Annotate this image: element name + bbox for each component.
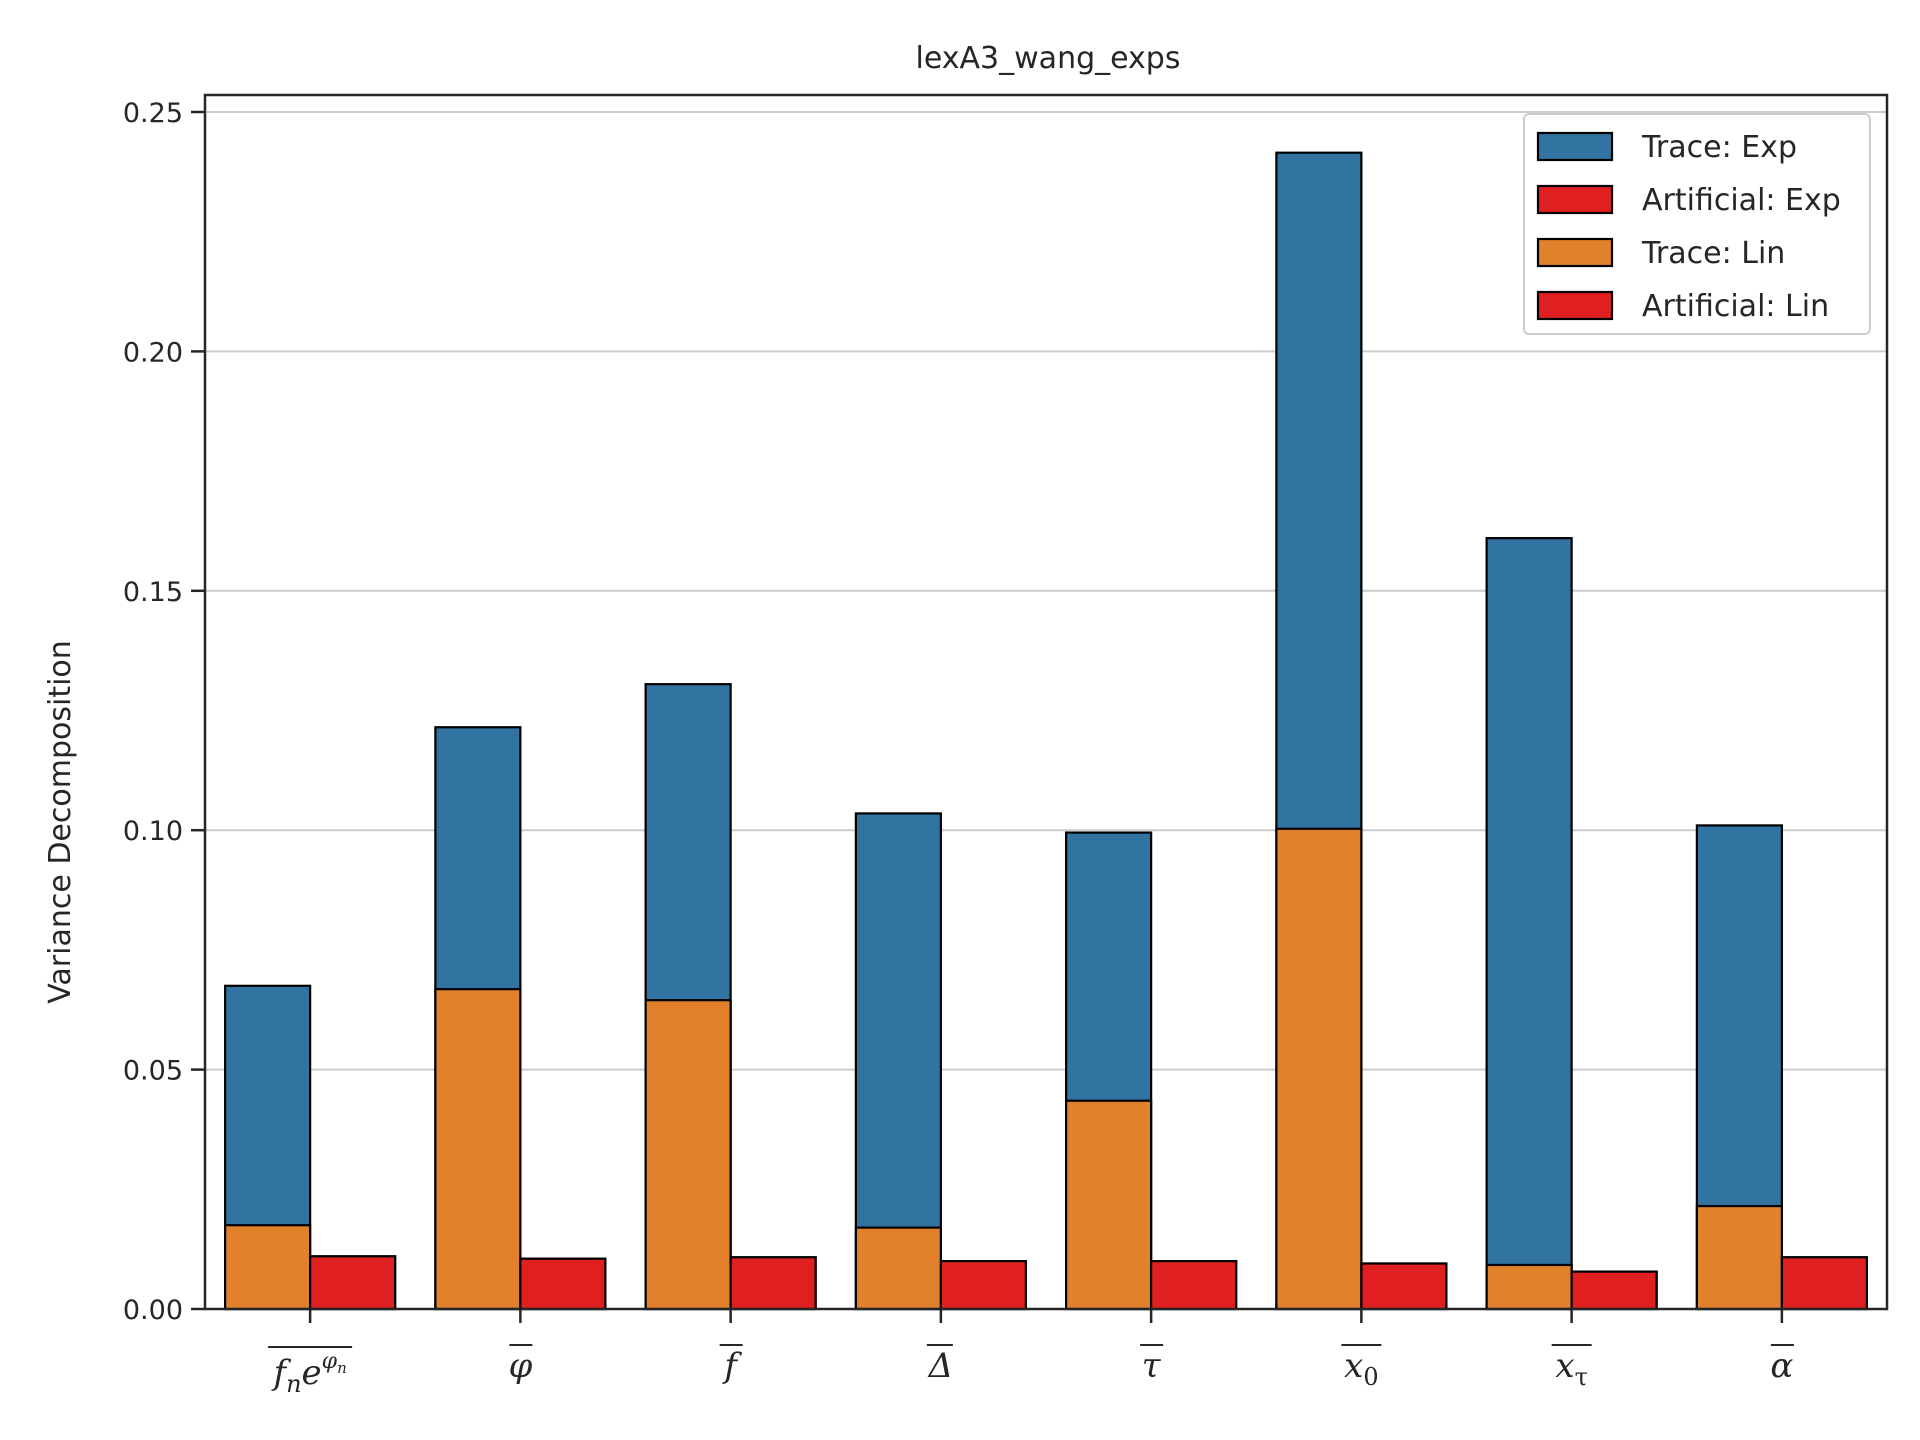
bar-trace-lin-7 [1695, 1204, 1783, 1311]
x-tick-label: α [1770, 1344, 1794, 1386]
legend-entry: Artificial: Lin [1642, 289, 1829, 324]
svg-text:Δ: Δ [927, 1346, 954, 1386]
legend-box [1523, 113, 1871, 335]
bar-artificial-lin-2 [729, 1256, 817, 1311]
bar-artificial-lin-7 [1780, 1256, 1868, 1311]
chart-title: lexA3_wang_exps [916, 41, 1181, 76]
bar-trace-lin-6 [1485, 1263, 1573, 1311]
bar-artificial-lin-4 [1150, 1260, 1238, 1311]
x-tick-label: Δ [927, 1344, 954, 1386]
x-tick-label: xτ [1551, 1344, 1592, 1391]
bar-artificial-lin-1 [519, 1257, 607, 1311]
legend-entry: Artificial: Exp [1642, 183, 1841, 218]
y-tick-label: 0.00 [123, 1295, 183, 1326]
bar-trace-lin-1 [434, 988, 522, 1311]
bar-artificial-lin-0 [309, 1255, 397, 1311]
svg-text:τ: τ [1142, 1346, 1162, 1386]
y-tick-label: 0.15 [123, 577, 183, 608]
y-axis-label: Variance Decomposition [43, 640, 78, 1004]
bar-artificial-lin-6 [1570, 1270, 1658, 1311]
y-tick-label: 0.05 [123, 1056, 183, 1087]
bar-trace-lin-5 [1275, 827, 1363, 1311]
svg-text:x0: x0 [1344, 1346, 1378, 1391]
bar-artificial-lin-3 [939, 1260, 1027, 1311]
bars [224, 151, 1868, 1311]
y-tick-label: 0.25 [123, 98, 183, 129]
x-tick-label: fneφn [268, 1346, 353, 1398]
bar-artificial-lin-5 [1360, 1262, 1448, 1311]
legend-swatch [1536, 131, 1614, 162]
svg-text:α: α [1770, 1346, 1793, 1386]
svg-text:f: f [721, 1346, 742, 1386]
bar-trace-lin-4 [1065, 1099, 1153, 1311]
svg-text:fneφn: fneφn [270, 1349, 346, 1398]
legend-entry: Trace: Lin [1641, 236, 1785, 271]
svg-text:φ: φ [508, 1346, 532, 1386]
bar-trace-exp-6 [1485, 537, 1573, 1311]
x-tick-label: φ [508, 1344, 532, 1386]
bar-trace-lin-0 [224, 1224, 312, 1311]
plot-frame [203, 93, 1889, 1311]
legend-swatch [1536, 237, 1614, 268]
bar-trace-exp-3 [854, 812, 942, 1311]
legend-swatch [1536, 184, 1614, 215]
y-ticks: 0.00 0.05 0.10 0.15 0.20 0.25 [123, 98, 205, 1326]
x-tick-label: τ [1140, 1344, 1164, 1386]
x-tick-label: f [719, 1344, 743, 1386]
legend: Trace: Exp Artificial: Exp Trace: Lin Artif… [1523, 113, 1871, 335]
legend-entry: Trace: Exp [1641, 130, 1797, 165]
bar-trace-lin-3 [854, 1226, 942, 1311]
y-tick-label: 0.20 [123, 337, 183, 368]
bar-trace-lin-2 [644, 999, 732, 1311]
legend-swatch [1536, 290, 1614, 321]
y-tick-label: 0.10 [123, 816, 183, 847]
x-tick-label: x0 [1341, 1344, 1382, 1391]
svg-text:xτ: xτ [1555, 1346, 1587, 1391]
